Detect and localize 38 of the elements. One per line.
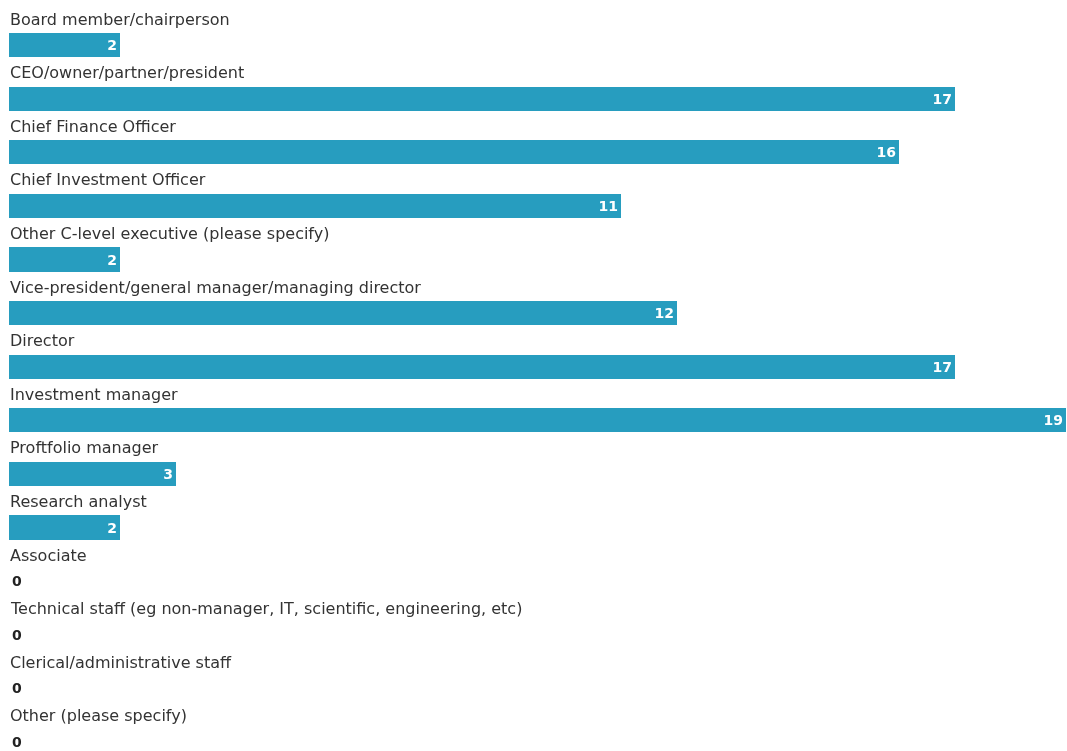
bar <box>9 462 176 486</box>
y-tick-label: Other (please specify) <box>10 706 187 725</box>
data-label: 17 <box>932 359 952 375</box>
bar <box>9 140 899 164</box>
y-tick-label: Investment manager <box>10 385 179 404</box>
data-label: 11 <box>598 198 618 214</box>
data-label: 16 <box>876 144 896 160</box>
bar <box>9 408 1066 432</box>
y-tick-label: Chief Investment Officer <box>10 170 206 189</box>
bar <box>9 87 955 111</box>
y-tick-label: Director <box>10 331 75 350</box>
y-tick-label: Other C-level executive (please specify) <box>10 224 330 243</box>
y-tick-label: Clerical/administrative staff <box>10 653 233 672</box>
data-label: 3 <box>163 466 173 482</box>
y-tick-label: Chief Finance Officer <box>10 117 177 136</box>
bar <box>9 515 120 540</box>
bar <box>9 301 677 325</box>
data-label: 0 <box>12 680 22 696</box>
y-tick-label: CEO/owner/partner/president <box>10 63 245 82</box>
data-label: 19 <box>1043 412 1063 428</box>
y-tick-label: Research analyst <box>10 492 147 511</box>
bar <box>9 33 120 57</box>
data-label: 0 <box>12 734 22 750</box>
data-label: 12 <box>654 305 674 321</box>
bar <box>9 355 955 379</box>
y-tick-label: Board member/chairperson <box>10 10 230 29</box>
data-label: 2 <box>107 37 117 53</box>
data-label: 2 <box>107 251 117 268</box>
y-tick-label: Vice-president/general manager/managing director <box>10 278 422 297</box>
data-label: 17 <box>932 91 952 107</box>
data-label: 0 <box>12 573 22 589</box>
data-label: 0 <box>12 627 22 643</box>
bar <box>9 194 621 218</box>
y-tick-label: Associate <box>10 546 87 565</box>
data-label: 2 <box>107 519 117 536</box>
y-tick-label: Proftfolio manager <box>10 438 159 457</box>
y-tick-label: Technical staff (eg non-manager, IT, scientific, engineering, etc) <box>10 599 523 618</box>
bar <box>9 247 120 272</box>
